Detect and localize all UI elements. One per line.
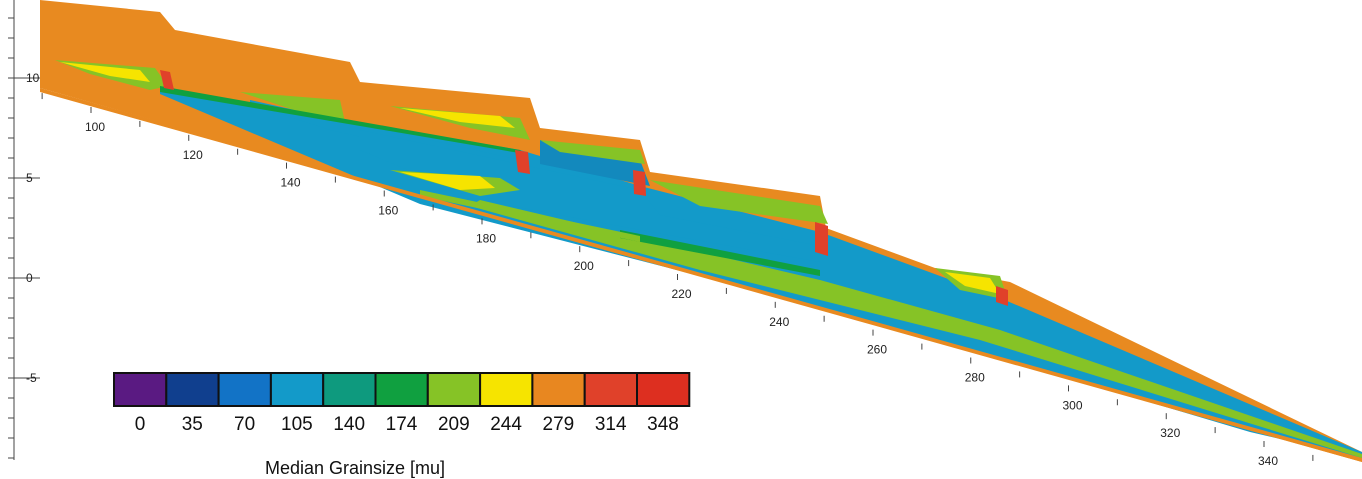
x-tick-label: 160 bbox=[378, 204, 398, 218]
colorbar-swatch bbox=[426, 372, 482, 407]
green-stripe-3 bbox=[620, 230, 820, 276]
x-tick-label: 100 bbox=[85, 120, 105, 134]
x-tick-label: 260 bbox=[867, 343, 887, 357]
green-stripe-1 bbox=[160, 86, 525, 154]
colorbar-swatch bbox=[165, 372, 220, 407]
colorbar-swatch bbox=[322, 372, 377, 407]
x-tick-label: 240 bbox=[769, 315, 789, 329]
colorbar-label: 35 bbox=[182, 414, 203, 435]
bottom-orange-strip bbox=[40, 88, 1362, 462]
colorbar-label: 348 bbox=[647, 414, 679, 435]
colorbar-label: 209 bbox=[438, 414, 470, 435]
colorbar: 0 35 70 105 140 174 209 244 279 314 348 Median Gra… bbox=[113, 372, 691, 478]
colorbar-swatch bbox=[217, 372, 272, 407]
colorbar-label: 174 bbox=[386, 414, 418, 435]
colorbar-swatch bbox=[636, 372, 691, 407]
x-tick-label: 340 bbox=[1258, 454, 1278, 468]
x-tick-label: 140 bbox=[280, 176, 300, 190]
lens-3-core bbox=[400, 108, 515, 128]
z-tick-label: 5 bbox=[26, 171, 33, 185]
green-stripe-4 bbox=[420, 190, 640, 242]
red-rim-1 bbox=[160, 70, 174, 90]
colorbar-swatch bbox=[269, 372, 325, 407]
red-rim-4 bbox=[815, 222, 828, 256]
colorbar-label: 0 bbox=[135, 414, 146, 435]
lens-7-core bbox=[945, 272, 1000, 294]
colorbar-label: 314 bbox=[595, 414, 627, 435]
x-tick-label: 200 bbox=[574, 259, 594, 273]
colorbar-label: 244 bbox=[490, 414, 522, 435]
x-tick-label: 320 bbox=[1160, 426, 1180, 440]
lens-1-core bbox=[60, 62, 150, 82]
colorbar-swatch bbox=[583, 372, 639, 407]
lens-3 bbox=[390, 106, 530, 140]
z-tick-label: 10 bbox=[26, 71, 40, 85]
colorbar-label: 70 bbox=[234, 414, 255, 435]
colorbar-swatch bbox=[374, 372, 429, 407]
blue-band-2 bbox=[360, 130, 820, 262]
x-axis: 100 120 140 160 180 200 220 240 260 280 300 320 340 bbox=[41, 93, 1314, 468]
sediment-surface bbox=[40, 0, 1362, 462]
x-tick-label: 280 bbox=[965, 371, 985, 385]
colorbar-swatch bbox=[113, 372, 168, 407]
red-rim-3 bbox=[633, 170, 646, 196]
colorbar-swatch bbox=[531, 372, 586, 407]
red-rim-5 bbox=[996, 286, 1008, 306]
z-axis: 10 5 0 -5 bbox=[8, 0, 40, 460]
lens-4-core bbox=[400, 172, 495, 190]
colorbar-swatch bbox=[479, 372, 534, 407]
x-tick-label: 300 bbox=[1062, 398, 1082, 412]
red-rim-2 bbox=[515, 150, 530, 174]
lens-6 bbox=[650, 180, 828, 224]
x-tick-label: 180 bbox=[476, 231, 496, 245]
z-tick-label: -5 bbox=[26, 371, 37, 385]
lens-5 bbox=[540, 140, 645, 164]
colorbar-label: 279 bbox=[543, 414, 575, 435]
x-tick-label: 120 bbox=[183, 148, 203, 162]
green-stripe-2 bbox=[470, 200, 1362, 458]
colorbar-title: Median Grainsize [mu] bbox=[265, 458, 445, 478]
colorbar-label: 105 bbox=[281, 414, 313, 435]
x-tick-label: 220 bbox=[671, 287, 691, 301]
z-tick-label: 0 bbox=[26, 271, 33, 285]
colorbar-label: 140 bbox=[333, 414, 365, 435]
